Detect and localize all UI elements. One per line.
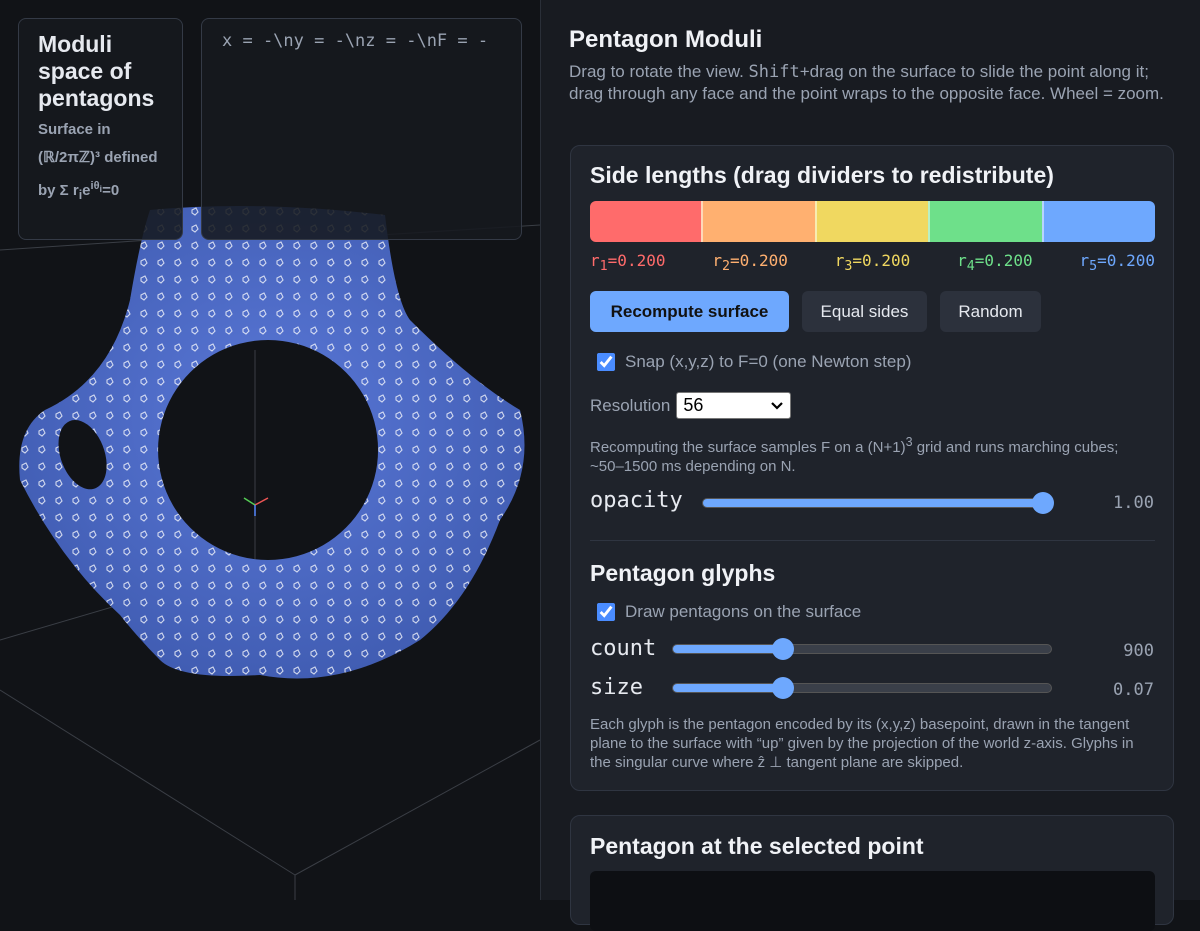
symbol: r xyxy=(590,251,600,270)
equal-button[interactable]: Equal sides xyxy=(802,291,927,332)
viewport-3d[interactable] xyxy=(0,0,540,900)
text: iθ xyxy=(90,180,100,192)
count-label: count xyxy=(590,636,657,661)
value: =0.200 xyxy=(1097,251,1155,270)
pentagon-view xyxy=(590,871,1155,931)
divider xyxy=(590,540,1155,541)
opacity-label: opacity xyxy=(590,488,683,513)
glyphs-title: Pentagon glyphs xyxy=(590,560,776,586)
value: =0.200 xyxy=(730,251,788,270)
label: Draw pentagons on the surface xyxy=(625,602,862,621)
text: Recomputing the surface samples F on a (… xyxy=(590,439,906,456)
size-label: size xyxy=(590,675,643,700)
text: i xyxy=(78,188,83,202)
resolution-note: Recomputing the surface samples F on a (… xyxy=(590,433,1150,476)
section-title: Side lengths (drag dividers to redistrib… xyxy=(590,162,1054,188)
side-segment[interactable] xyxy=(928,201,1042,242)
side-label: r2=0.200 xyxy=(712,251,787,274)
label: Resolution xyxy=(590,395,671,415)
value: =0.200 xyxy=(607,251,666,270)
text: Drag to rotate the view. xyxy=(569,62,749,81)
index: 2 xyxy=(722,259,731,275)
side-labels: r1=0.200 r2=0.200 r3=0.200 r4=0.200 r5=0.200 xyxy=(590,251,1155,274)
resolution-select[interactable]: 56 xyxy=(676,392,792,419)
point-readout: x = -\ny = -\nz = -\nF = - xyxy=(201,18,522,240)
random-button[interactable]: Random xyxy=(940,291,1041,332)
text: 3 xyxy=(905,435,913,449)
side-segment[interactable] xyxy=(590,201,702,242)
value: 56 xyxy=(683,395,704,415)
draw-row: Draw pentagons on the surface xyxy=(597,602,861,622)
symbol: r xyxy=(712,251,723,270)
size-value: 0.07 xyxy=(1113,680,1154,700)
text: +drag on the surface to slide the point … xyxy=(569,62,1164,103)
count-value: 900 xyxy=(1123,641,1154,661)
side-lengths-section: Side lengths (drag dividers to redistrib… xyxy=(570,145,1174,791)
panel-title: Pentagon Moduli xyxy=(569,26,763,53)
panel-description: Drag to rotate the view. Shift+drag on t… xyxy=(569,61,1174,104)
chevron xyxy=(771,401,784,410)
glyphs-note: Each glyph is the pentagon encoded by it… xyxy=(590,716,1134,771)
index: 5 xyxy=(1089,259,1098,275)
side-segment[interactable] xyxy=(814,201,929,242)
overlay-title: Moduli space of pentagons xyxy=(38,31,155,111)
label: Snap (x,y,z) to F=0 (one Newton step) xyxy=(625,352,912,371)
side-label: r4=0.200 xyxy=(957,251,1032,274)
value: =0.200 xyxy=(852,251,911,270)
selected-title: Pentagon at the selected point xyxy=(590,833,924,859)
recompute-button[interactable]: Recompute surface xyxy=(590,291,789,332)
count-slider[interactable] xyxy=(672,638,1052,660)
text: e xyxy=(82,182,91,199)
index: 4 xyxy=(966,259,975,275)
side-label: r5=0.200 xyxy=(1080,251,1155,274)
opacity-value: 1.00 xyxy=(1113,493,1154,513)
kbd: Shift xyxy=(748,62,800,82)
index: 1 xyxy=(599,259,608,275)
snap-row: Snap (x,y,z) to F=0 (one Newton step) xyxy=(597,352,911,372)
text: =0 xyxy=(102,182,120,199)
side-segment[interactable] xyxy=(701,201,815,242)
axes-gizmo xyxy=(243,497,269,516)
side-bar[interactable] xyxy=(590,201,1155,242)
opacity-slider[interactable] xyxy=(702,492,1054,514)
overlay-subtitle: Surface in (ℝ/2πℤ)³ defined by Σ rieiθi=… xyxy=(38,116,172,209)
text: grid and runs marching cubes; ~50–1500 m… xyxy=(590,439,1119,475)
resolution-row: Resolution 56 xyxy=(590,392,792,419)
symbol: r xyxy=(834,251,845,270)
pentagon-glyphs xyxy=(19,206,525,679)
text: Surface in (ℝ/2πℤ)³ defined by Σ r xyxy=(38,121,158,199)
draw-checkbox[interactable] xyxy=(597,603,615,621)
value: =0.200 xyxy=(974,251,1033,270)
index: 3 xyxy=(844,259,853,275)
side-label: r1=0.200 xyxy=(590,251,665,274)
text: i xyxy=(99,184,103,195)
info-card: Moduli space of pentagons Surface in (ℝ/… xyxy=(18,18,183,240)
size-slider[interactable] xyxy=(672,677,1052,699)
snap-checkbox[interactable] xyxy=(597,353,615,371)
symbol: r xyxy=(957,251,967,270)
side-segment[interactable] xyxy=(1041,201,1155,242)
symbol: r xyxy=(1079,251,1090,270)
side-label: r3=0.200 xyxy=(835,251,910,274)
selected-section: Pentagon at the selected point xyxy=(570,815,1174,931)
control-panel: Pentagon Moduli Drag to rotate the view.… xyxy=(540,0,1200,931)
